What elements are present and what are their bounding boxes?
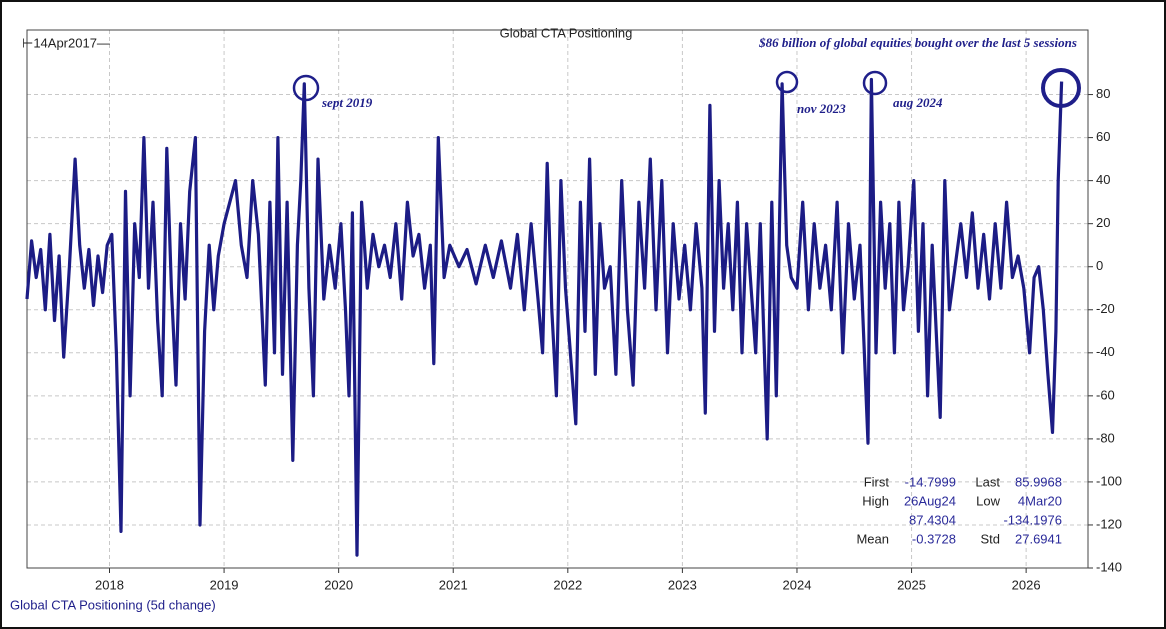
y-tick-label: -60: [1096, 387, 1115, 402]
annotation: sept 2019: [321, 95, 373, 110]
stats-box: First -14.7999 Last 85.9968 High 26Aug24…: [856, 474, 1062, 546]
stat-value: 4Mar20: [1018, 493, 1062, 508]
stat-value: 85.9968: [1015, 474, 1062, 489]
stat-label: Low: [976, 493, 1000, 508]
y-tick-label: -100: [1096, 473, 1122, 488]
stat-label: Mean: [856, 531, 889, 546]
stat-value: -0.3728: [912, 531, 956, 546]
x-tick-label: 2018: [95, 577, 124, 592]
x-tick-label: 2022: [553, 577, 582, 592]
stat-value: 26Aug24: [904, 493, 956, 508]
highlight-circle: [292, 74, 320, 102]
stat-value: 87.4304: [909, 512, 956, 527]
x-tick-label: 2020: [324, 577, 353, 592]
y-tick-label: 20: [1096, 215, 1110, 230]
x-tick-label: 2019: [210, 577, 239, 592]
highlight-circle: [862, 70, 888, 96]
x-tick-label: 2024: [783, 577, 812, 592]
headline: $86 billion of global equities bought ov…: [758, 35, 1077, 50]
highlight-circle: [1041, 68, 1081, 108]
y-tick-label: 0: [1096, 258, 1103, 273]
stat-value: -134.1976: [1003, 512, 1062, 527]
y-tick-label: -80: [1096, 430, 1115, 445]
stat-label: High: [862, 493, 889, 508]
data-line: [25, 77, 1064, 557]
annotation: aug 2024: [893, 95, 943, 110]
stat-label: Last: [975, 474, 1000, 489]
stat-label: Std: [980, 531, 1000, 546]
x-tick-label: 2021: [439, 577, 468, 592]
start-label: ⊢14Apr2017—: [22, 35, 110, 50]
y-tick-label: 80: [1096, 86, 1110, 101]
highlight-circle: [775, 70, 799, 94]
y-tick-label: -120: [1096, 516, 1122, 531]
stat-label: First: [864, 474, 890, 489]
annotation: nov 2023: [797, 101, 846, 116]
y-tick-label: -20: [1096, 301, 1115, 316]
stat-value: 27.6941: [1015, 531, 1062, 546]
legend-label: Global CTA Positioning (5d change): [10, 597, 216, 612]
y-tick-label: -40: [1096, 344, 1115, 359]
y-tick-label: 60: [1096, 129, 1110, 144]
x-tick-label: 2025: [897, 577, 926, 592]
y-tick-label: 40: [1096, 172, 1110, 187]
chart-title: Global CTA Positioning: [500, 25, 633, 40]
x-tick-label: 2023: [668, 577, 697, 592]
y-tick-label: -140: [1096, 559, 1122, 574]
stat-value: -14.7999: [905, 474, 956, 489]
x-tick-label: 2026: [1012, 577, 1041, 592]
